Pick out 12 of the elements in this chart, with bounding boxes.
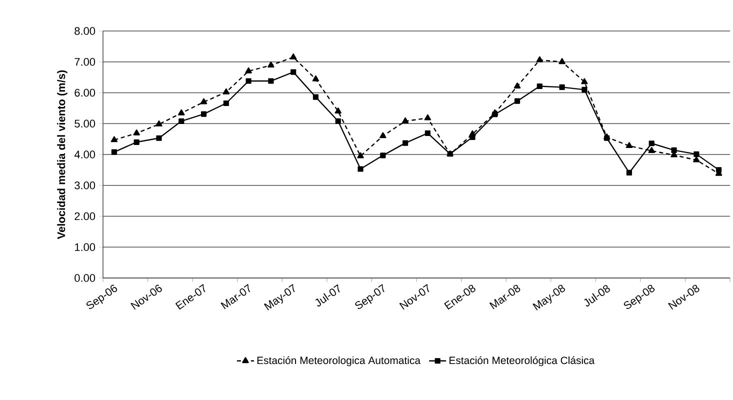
y-tick-label: 6.00: [74, 88, 96, 97]
y-tick-label: 8.00: [74, 27, 96, 35]
y-tick-label: 2.00: [74, 212, 96, 220]
y-tick-label: 5.00: [74, 120, 96, 128]
y-tick-label: 1.00: [74, 243, 96, 252]
legend-label: Estación Meteorológica Clásica: [450, 356, 595, 366]
y-tick-label: 4.00: [74, 150, 96, 158]
legend-label: Estación Meteorologica Automatica: [257, 356, 421, 366]
y-tick-label: 0.00: [74, 274, 96, 282]
y-tick-label: 7.00: [74, 58, 96, 66]
y-axis-title: Velocidad media del viento (m/s): [57, 70, 68, 240]
y-tick-label: 3.00: [74, 182, 96, 190]
